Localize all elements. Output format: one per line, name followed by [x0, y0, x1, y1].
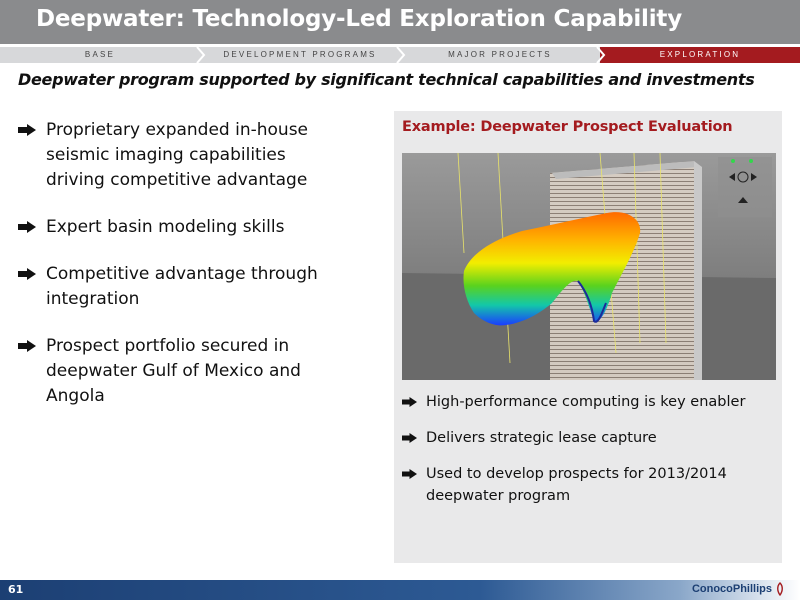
panel-title: Example: Deepwater Prospect Evaluation: [402, 119, 733, 135]
chevron-right-icon: [196, 47, 206, 63]
bullet-text: Delivers strategic lease capture: [426, 430, 657, 446]
arrow-right-icon: [18, 268, 36, 280]
slide-title: Deepwater: Technology-Led Exploration Ca…: [36, 6, 683, 32]
list-item: Competitive advantage through integratio…: [18, 262, 348, 312]
nav-item-label: MAJOR PROJECTS: [448, 50, 552, 59]
list-item: Prospect portfolio secured in deepwater …: [18, 334, 348, 409]
left-bullet-list: Proprietary expanded in-house seismic im…: [18, 118, 348, 431]
seismic-image: [402, 153, 776, 380]
seismic-3d-visualization: [402, 153, 776, 380]
nav-item-base[interactable]: BASE: [0, 47, 206, 63]
title-bar: Deepwater: Technology-Led Exploration Ca…: [0, 0, 800, 44]
bullet-text: Used to develop prospects for 2013/2014 …: [426, 466, 727, 504]
bullet-text: Prospect portfolio secured in deepwater …: [46, 336, 301, 406]
nav-item-exploration[interactable]: EXPLORATION: [600, 47, 800, 63]
slide-subtitle: Deepwater program supported by significa…: [18, 70, 755, 89]
nav-item-major-projects[interactable]: MAJOR PROJECTS: [400, 47, 606, 63]
chevron-right-icon: [396, 47, 406, 63]
arrow-right-icon: [18, 221, 36, 233]
nav-item-label: BASE: [84, 50, 116, 59]
page-number: 61: [8, 583, 24, 596]
bullet-text: Competitive advantage through integratio…: [46, 264, 318, 309]
nav-item-label: EXPLORATION: [659, 50, 741, 59]
arrow-right-icon: [402, 397, 417, 407]
bullet-text: High-performance computing is key enable…: [426, 394, 746, 410]
list-item: High-performance computing is key enable…: [402, 391, 772, 413]
example-panel: Example: Deepwater Prospect Evaluation: [394, 111, 782, 563]
section-nav: BASE DEVELOPMENT PROGRAMS MAJOR PROJECTS…: [0, 47, 800, 63]
list-item: Proprietary expanded in-house seismic im…: [18, 118, 348, 193]
panel-bullet-list: High-performance computing is key enable…: [402, 391, 772, 521]
arrow-right-icon: [18, 340, 36, 352]
logo-mark-icon: [777, 582, 783, 596]
arrow-right-icon: [402, 469, 417, 479]
chevron-right-icon: [596, 47, 606, 63]
nav-item-label: DEVELOPMENT PROGRAMS: [223, 50, 377, 59]
nav-item-development-programs[interactable]: DEVELOPMENT PROGRAMS: [200, 47, 406, 63]
list-item: Delivers strategic lease capture: [402, 427, 772, 449]
arrow-right-icon: [402, 433, 417, 443]
arrow-right-icon: [18, 124, 36, 136]
bullet-text: Proprietary expanded in-house seismic im…: [46, 120, 309, 190]
footer-bar: 61 ConocoPhillips: [0, 580, 800, 600]
list-item: Expert basin modeling skills: [18, 215, 348, 240]
bullet-text: Expert basin modeling skills: [46, 217, 285, 237]
list-item: Used to develop prospects for 2013/2014 …: [402, 463, 772, 507]
company-logo: ConocoPhillips: [691, 583, 772, 595]
